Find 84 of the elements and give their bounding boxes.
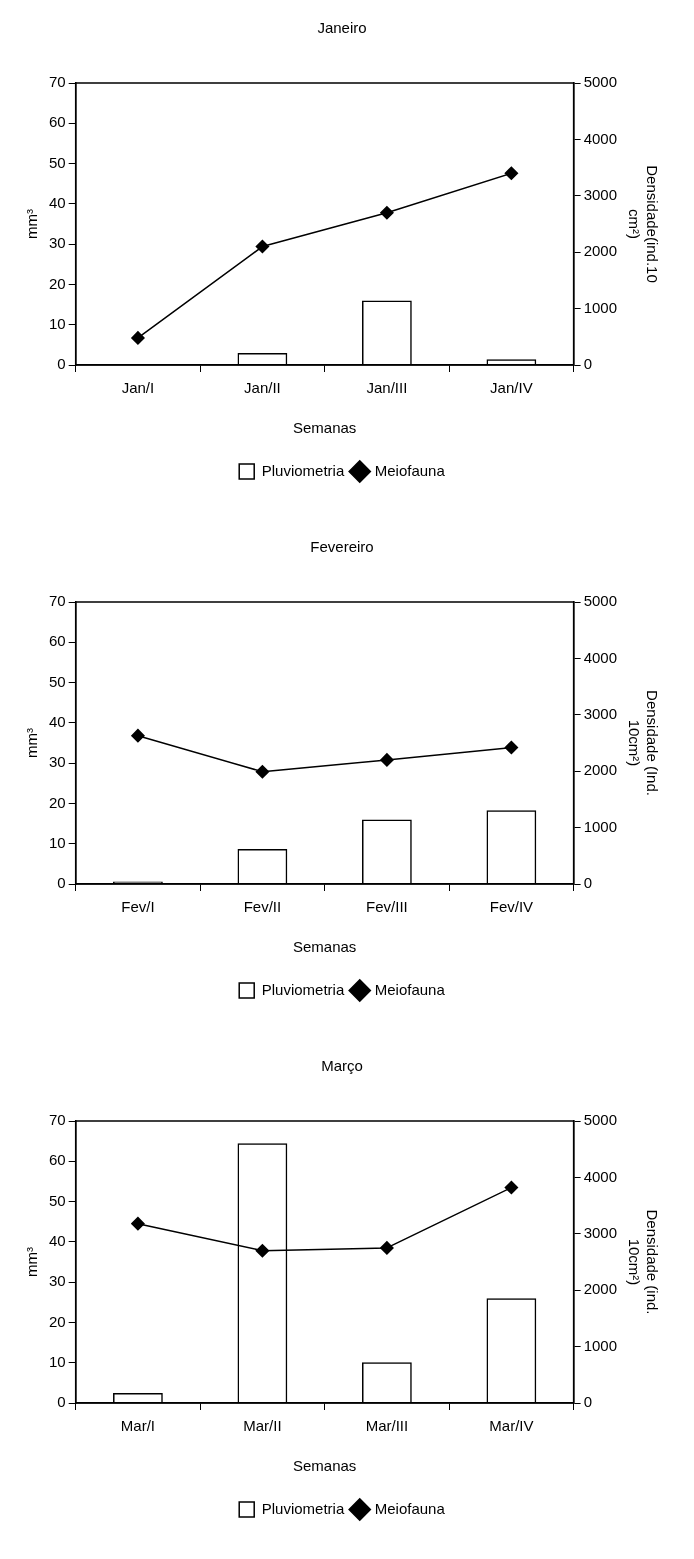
point (255, 765, 270, 779)
point (255, 239, 270, 254)
y2-tick-label: 0 (583, 1393, 592, 1411)
y-tick-label: 0 (57, 355, 66, 373)
y-axis-title: mm³ (23, 209, 41, 239)
y2-tick-label: 2000 (583, 1280, 618, 1298)
y-tick-label: 60 (49, 1151, 66, 1169)
point (504, 166, 519, 180)
x-tick-label: Jan/II (244, 379, 281, 397)
y-tick-label: 10 (49, 833, 66, 851)
y2-tick-label: 5000 (583, 592, 618, 610)
y2-tick-label: 5000 (583, 1111, 618, 1129)
y2-tick-label: 2000 (583, 761, 618, 779)
x-tick-label: Fev/III (366, 898, 408, 916)
y2-tick-label: 5000 (583, 73, 618, 91)
y2-tick-label: 4000 (583, 129, 618, 147)
y-tick-label: 20 (49, 793, 66, 811)
y-tick-label: 70 (49, 1111, 66, 1129)
y2-axis-title: Densidade (Ind. 10cm²) (625, 690, 661, 796)
y-tick-label: 30 (49, 234, 66, 252)
y2-tick-label: 3000 (583, 704, 618, 722)
x-tick-label: Mar/IV (489, 1417, 534, 1435)
chart-title: Fevereiro (310, 538, 374, 556)
y2-tick-label: 3000 (583, 185, 618, 203)
y-tick-label: 70 (49, 592, 66, 610)
chart-title: Janeiro (317, 19, 367, 37)
y-tick-label: 50 (49, 672, 66, 690)
y-axis-title: mm³ (23, 1247, 41, 1277)
point (380, 753, 394, 767)
point (255, 1243, 270, 1258)
y-tick-label: 40 (49, 713, 66, 730)
x-tick-label: Mar/I (120, 1417, 156, 1435)
legend-label: Pluviometria (261, 980, 345, 998)
y-tick-label: 20 (49, 1312, 66, 1330)
y-axis-title: mm³ (23, 728, 41, 758)
x-axis-title: Semanas (292, 419, 357, 437)
y2-axis-title: Densidade(ind.10 cm²) (625, 165, 661, 283)
y-tick-label: 60 (49, 632, 66, 650)
legend-label: Meiofauna (374, 1499, 446, 1517)
y-tick-label: 70 (49, 73, 66, 91)
y2-tick-label: 3000 (583, 1223, 618, 1241)
y2-tick-label: 1000 (583, 1336, 618, 1354)
y2-axis-title: Densidade (ind. 10cm²) (625, 1209, 661, 1315)
y-tick-label: 0 (57, 874, 66, 892)
y-tick-label: 10 (49, 314, 66, 332)
x-tick-label: Fev/II (243, 898, 282, 916)
legend-label: Pluviometria (261, 1499, 345, 1517)
y-tick-label: 50 (49, 1191, 66, 1209)
y-tick-label: 40 (49, 1232, 66, 1249)
point (131, 331, 145, 345)
x-tick-label: Jan/I (121, 379, 155, 397)
x-axis-title: Semanas (292, 1457, 357, 1475)
y-tick-label: 50 (49, 153, 66, 171)
point (131, 1216, 145, 1231)
x-tick-label: Mar/III (365, 1417, 409, 1435)
y-tick-label: 40 (49, 194, 66, 211)
point (380, 205, 394, 220)
y2-tick-label: 0 (583, 874, 592, 892)
chart-title: Março (321, 1057, 363, 1075)
x-tick-label: Fev/IV (489, 898, 534, 916)
y2-tick-label: 4000 (583, 648, 618, 666)
point (504, 1180, 519, 1195)
legend-label: Meiofauna (374, 980, 446, 998)
point (504, 740, 519, 755)
y-tick-label: 60 (49, 113, 66, 131)
y-tick-label: 10 (49, 1352, 66, 1370)
legend-label: Pluviometria (261, 461, 345, 479)
point (380, 1241, 394, 1255)
x-tick-label: Fev/I (121, 898, 155, 916)
y2-tick-label: 4000 (583, 1167, 618, 1185)
y-tick-label: 20 (49, 274, 66, 292)
x-tick-label: Jan/IV (490, 379, 533, 397)
x-tick-label: Jan/III (366, 379, 408, 397)
point (131, 728, 145, 743)
y2-tick-label: 0 (583, 355, 592, 373)
y2-tick-label: 2000 (583, 242, 618, 260)
legend-label: Meiofauna (374, 461, 446, 479)
y-tick-label: 30 (49, 1272, 66, 1290)
y2-tick-label: 1000 (583, 817, 618, 835)
y-tick-label: 0 (57, 1393, 66, 1411)
y-tick-label: 30 (49, 753, 66, 771)
x-tick-label: Mar/II (243, 1417, 282, 1435)
y2-tick-label: 1000 (583, 298, 618, 316)
x-axis-title: Semanas (292, 938, 357, 956)
